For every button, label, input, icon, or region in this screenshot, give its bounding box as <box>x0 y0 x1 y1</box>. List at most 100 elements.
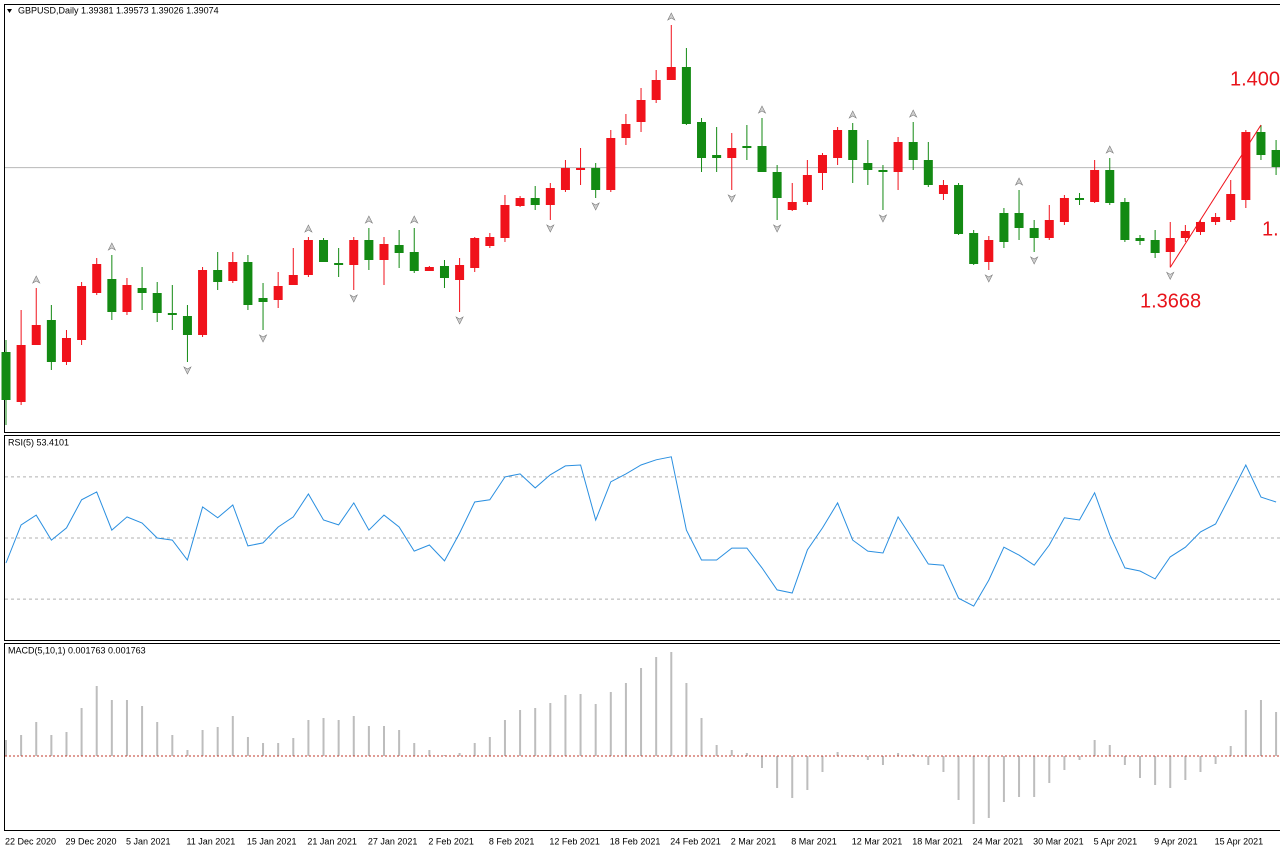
fractal-down <box>546 224 555 233</box>
macd-bar <box>80 708 83 756</box>
candle-body <box>757 146 767 172</box>
candle-body <box>954 185 964 234</box>
rsi-line <box>5 456 1277 607</box>
candle-body <box>1044 220 1054 238</box>
candle-body <box>697 122 707 158</box>
price-title: GBPUSD,Daily 1.39381 1.39573 1.39026 1.3… <box>18 5 219 15</box>
macd-bar <box>307 720 310 756</box>
fractal-down <box>455 316 464 325</box>
x-tick-label: 30 Mar 2021 <box>1033 836 1084 846</box>
candle-body <box>470 238 480 268</box>
candle-body <box>424 267 434 271</box>
macd-bar <box>1199 756 1202 772</box>
fractal-up <box>107 242 117 251</box>
x-tick-label: 15 Jan 2021 <box>247 836 297 846</box>
candle-body <box>606 138 616 190</box>
fractal-down <box>591 202 600 211</box>
candle-body <box>167 313 177 315</box>
x-tick-label: 8 Feb 2021 <box>489 836 535 846</box>
fractal-up <box>757 105 767 114</box>
macd-panel <box>4 643 1280 831</box>
candle-body <box>893 142 903 172</box>
macd-bar <box>95 686 98 756</box>
candle-body <box>833 130 843 158</box>
macd-bar <box>1184 756 1187 780</box>
candle-body <box>712 155 722 158</box>
candle-body <box>591 168 601 190</box>
macd-bar <box>881 756 884 765</box>
candle-body <box>182 316 192 335</box>
candle-body <box>772 172 782 198</box>
candle-body <box>273 286 283 300</box>
macd-bar <box>201 730 204 756</box>
candle-body <box>621 124 631 138</box>
candle-body <box>500 205 510 238</box>
fractal-down <box>183 366 192 375</box>
candle-body <box>1256 132 1266 155</box>
candle-body <box>92 264 102 293</box>
candle-body <box>1226 194 1236 220</box>
candle-body <box>1 352 11 400</box>
x-tick-label: 5 Apr 2021 <box>1094 836 1138 846</box>
candle-body <box>394 245 404 253</box>
candle-body <box>152 293 162 313</box>
price-panel <box>4 4 1280 433</box>
candle-body <box>1195 222 1205 232</box>
candle-body <box>137 288 147 293</box>
x-tick-label: 15 Apr 2021 <box>1215 836 1264 846</box>
trend-line <box>1169 124 1262 268</box>
macd-bar <box>110 700 113 756</box>
macd-bar <box>519 710 522 756</box>
fractal-down <box>1029 256 1039 265</box>
candle-body <box>984 240 994 262</box>
candle-body <box>1180 231 1190 238</box>
macd-bar <box>730 750 733 756</box>
candle-body <box>439 266 449 278</box>
candle-body <box>1090 170 1100 202</box>
macd-bar <box>292 738 295 756</box>
macd-bar <box>35 722 38 756</box>
macd-bar <box>1063 756 1066 770</box>
fractal-up <box>1014 177 1024 186</box>
candle-body <box>787 202 797 210</box>
collapse-icon <box>7 9 12 13</box>
fractal-up <box>1105 145 1114 154</box>
candle-body <box>576 168 586 170</box>
macd-bar <box>745 753 748 756</box>
macd-bar <box>216 727 219 756</box>
candle-body <box>334 263 344 265</box>
fractal-up <box>364 215 374 224</box>
macd-bar <box>806 756 809 790</box>
fractal-down <box>727 194 736 203</box>
fractal-down <box>878 214 888 223</box>
fractal-up <box>304 224 313 233</box>
candle-body <box>61 338 71 362</box>
macd-bar <box>685 683 688 756</box>
macd-bar <box>715 745 718 756</box>
candle-body <box>1014 213 1024 228</box>
macd-bar <box>367 726 370 756</box>
candle-body <box>1150 240 1160 253</box>
macd-bar <box>927 756 930 765</box>
candle-body <box>863 163 873 170</box>
macd-bar <box>670 652 673 756</box>
macd-bar <box>1093 740 1096 756</box>
macd-bar <box>700 718 703 756</box>
candle-body <box>409 252 419 271</box>
macd-bar <box>1154 756 1157 785</box>
x-tick-label: 24 Mar 2021 <box>973 836 1024 846</box>
macd-bar <box>821 756 824 772</box>
macd-bar <box>413 743 416 756</box>
fractal-down <box>1166 271 1175 281</box>
macd-bar <box>262 743 265 756</box>
macd-bar <box>564 695 567 756</box>
macd-bar <box>1048 756 1051 783</box>
macd-bar <box>1275 712 1278 756</box>
candle-body <box>848 130 858 160</box>
macd-bar <box>186 750 189 756</box>
macd-bar <box>1229 746 1232 756</box>
candle-body <box>228 262 238 281</box>
macd-bar <box>761 756 763 768</box>
candle-body <box>77 286 87 340</box>
candle-body <box>802 175 812 202</box>
